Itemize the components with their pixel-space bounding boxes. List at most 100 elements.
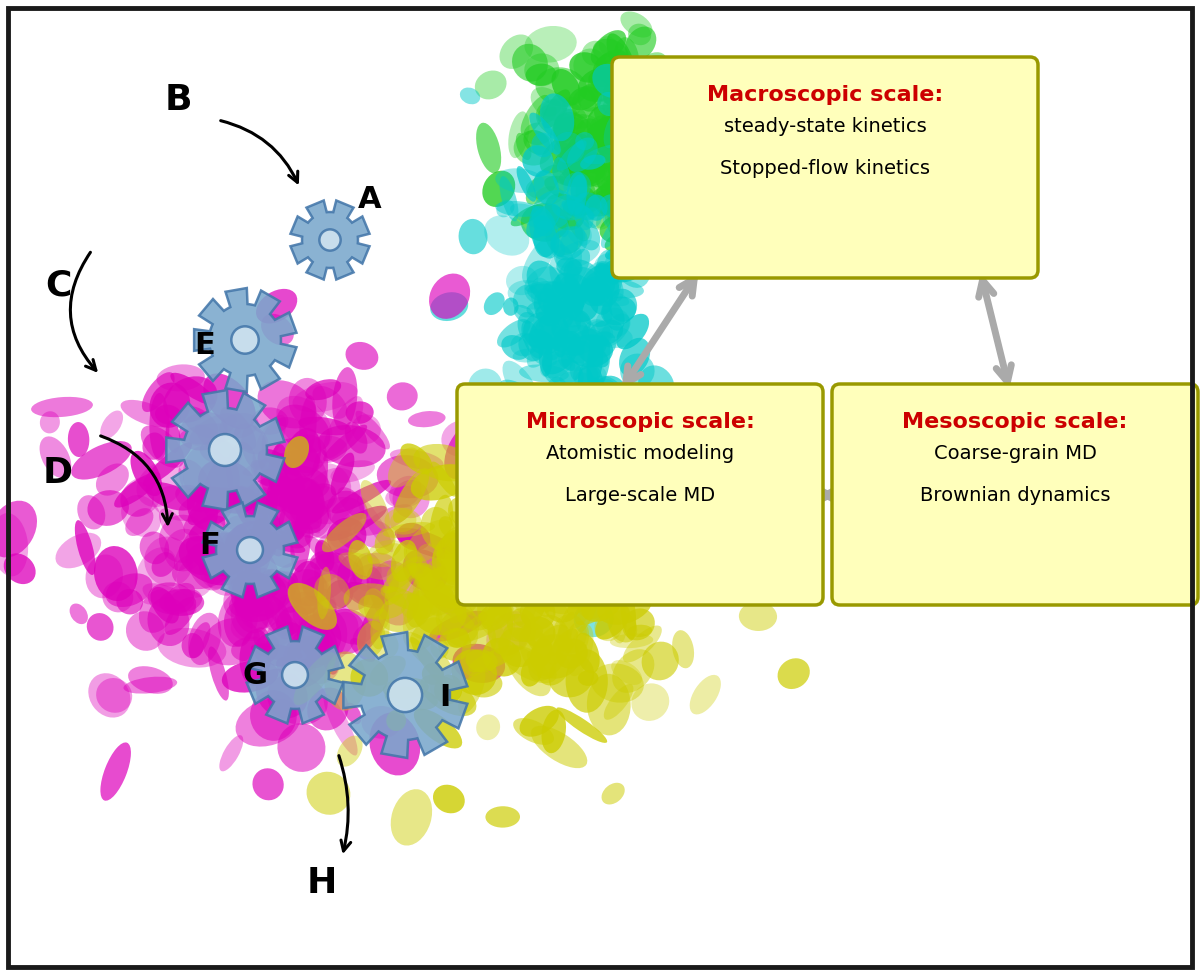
Ellipse shape [557,257,582,277]
Ellipse shape [644,72,668,115]
Ellipse shape [253,575,304,636]
Ellipse shape [710,120,730,156]
Ellipse shape [601,213,629,248]
Ellipse shape [155,405,181,425]
Ellipse shape [547,284,589,318]
Ellipse shape [632,167,673,186]
Ellipse shape [552,581,590,629]
Ellipse shape [545,176,595,204]
Ellipse shape [583,276,607,291]
Ellipse shape [317,566,331,619]
Ellipse shape [600,194,629,218]
Ellipse shape [601,296,636,326]
Ellipse shape [203,545,246,596]
Ellipse shape [488,561,529,587]
Ellipse shape [521,95,550,136]
Ellipse shape [74,520,96,575]
Ellipse shape [250,690,296,741]
Ellipse shape [403,601,443,645]
Ellipse shape [594,98,619,124]
Ellipse shape [264,596,293,640]
Ellipse shape [656,206,692,242]
Ellipse shape [566,204,590,241]
Ellipse shape [337,735,362,766]
Ellipse shape [125,508,154,536]
Ellipse shape [391,540,418,582]
Ellipse shape [569,288,612,327]
Ellipse shape [512,508,545,535]
Ellipse shape [599,116,623,136]
Ellipse shape [364,588,389,631]
Ellipse shape [547,628,578,665]
Ellipse shape [330,460,374,483]
Ellipse shape [431,461,457,496]
Ellipse shape [355,410,390,449]
Ellipse shape [289,378,326,425]
Ellipse shape [190,413,236,446]
Ellipse shape [611,236,650,288]
Ellipse shape [353,621,383,646]
Ellipse shape [600,187,618,213]
Ellipse shape [451,550,484,590]
Ellipse shape [440,532,464,557]
Ellipse shape [352,553,382,591]
Ellipse shape [496,201,541,216]
Ellipse shape [594,147,626,169]
Ellipse shape [545,359,582,385]
Ellipse shape [301,552,350,601]
Ellipse shape [610,164,629,192]
Ellipse shape [622,111,641,154]
Ellipse shape [452,536,480,565]
Ellipse shape [557,199,589,218]
Ellipse shape [150,382,191,428]
Ellipse shape [571,88,596,119]
Ellipse shape [605,247,630,260]
Ellipse shape [288,583,337,630]
Ellipse shape [236,598,263,621]
Ellipse shape [511,570,548,617]
Ellipse shape [632,226,649,241]
Ellipse shape [390,448,444,470]
Ellipse shape [439,608,479,647]
Ellipse shape [431,585,469,613]
Ellipse shape [258,380,316,428]
Ellipse shape [533,309,570,344]
Ellipse shape [590,475,613,498]
Ellipse shape [701,505,749,519]
Ellipse shape [502,335,529,360]
Ellipse shape [302,608,347,665]
Ellipse shape [228,572,274,602]
Ellipse shape [416,544,450,580]
Ellipse shape [143,583,197,615]
Ellipse shape [145,482,194,511]
Ellipse shape [329,509,352,548]
Ellipse shape [541,498,568,542]
Ellipse shape [422,558,466,607]
Circle shape [388,678,422,712]
Ellipse shape [529,206,559,258]
Ellipse shape [564,621,589,658]
Ellipse shape [414,709,462,749]
Ellipse shape [570,175,588,203]
Ellipse shape [233,487,270,536]
Ellipse shape [430,274,470,319]
Ellipse shape [545,452,586,508]
Ellipse shape [551,308,590,343]
Ellipse shape [377,455,438,498]
Ellipse shape [275,592,323,636]
Ellipse shape [522,237,556,284]
Ellipse shape [232,637,268,661]
Ellipse shape [350,638,376,662]
Ellipse shape [245,539,271,579]
Ellipse shape [614,176,631,193]
Ellipse shape [578,67,623,101]
Ellipse shape [182,407,218,439]
Ellipse shape [550,117,590,157]
Ellipse shape [500,408,532,437]
Ellipse shape [556,240,600,268]
Ellipse shape [331,452,354,495]
Ellipse shape [260,487,293,515]
Ellipse shape [520,621,551,640]
Ellipse shape [595,164,629,198]
Ellipse shape [276,405,330,452]
